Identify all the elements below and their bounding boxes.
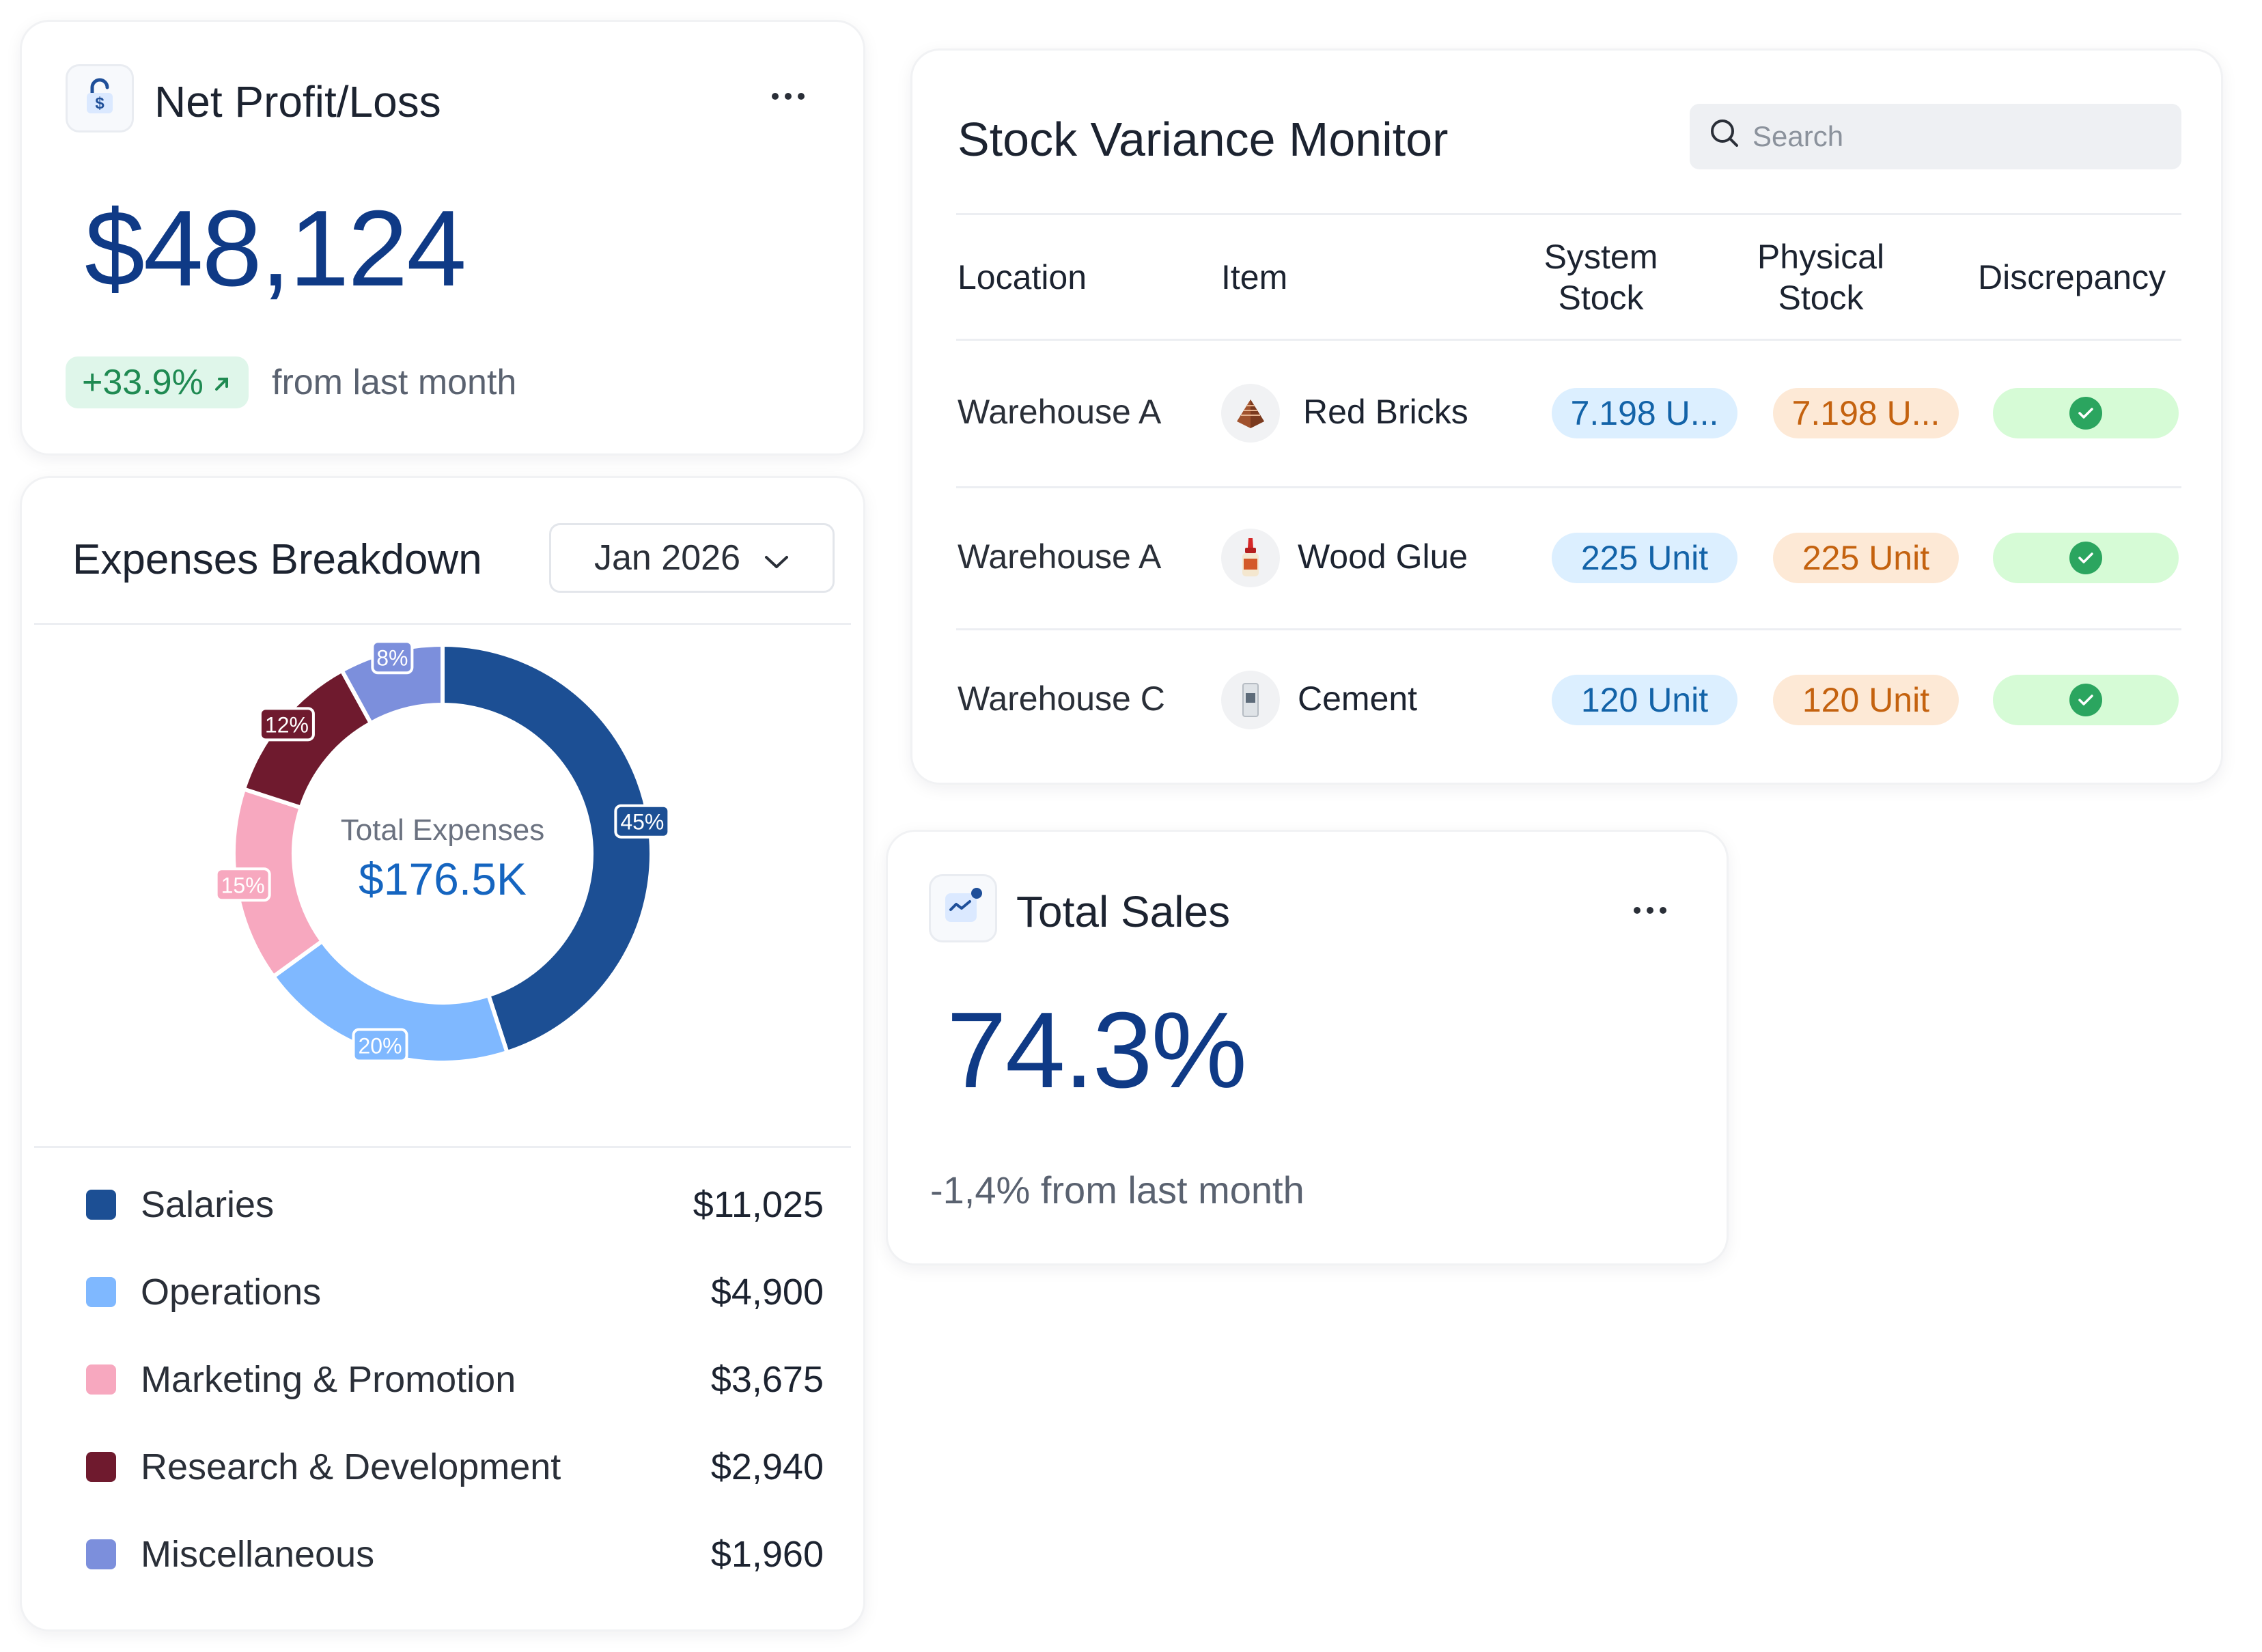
system-stock-pill: 7.198 U... [1552, 388, 1737, 438]
chevron-down-icon [764, 537, 790, 578]
cell-location: Warehouse A [958, 393, 1162, 431]
system-stock-pill: 120 Unit [1552, 675, 1737, 725]
header-line: Physical [1757, 238, 1885, 276]
physical-stock-pill: 7.198 U... [1773, 388, 1959, 438]
legend-swatch [86, 1277, 116, 1307]
net-profit-title: Net Profit/Loss [154, 77, 441, 126]
slice-percent-label: 15% [214, 867, 271, 902]
search-placeholder: Search [1753, 120, 1844, 152]
column-header-physical-stock: Physical Stock [1725, 236, 1916, 318]
total-sales-card: Total Sales 74.3% -1,4% from last month [888, 832, 1727, 1263]
change-caption: from last month [272, 363, 517, 402]
physical-stock-pill: 120 Unit [1773, 675, 1959, 725]
expenses-title: Expenses Breakdown [72, 536, 482, 583]
arrow-up-right-icon [212, 362, 232, 403]
dollar-lock-icon: $ [84, 78, 115, 120]
more-options-icon[interactable] [1625, 899, 1675, 922]
legend-label: Research & Development [141, 1446, 561, 1487]
legend-item-research: Research & Development $2,940 [86, 1440, 824, 1494]
donut-slice-miscellaneous[interactable] [339, 642, 445, 727]
total-sales-change: -1,4% from last month [930, 1168, 1304, 1212]
more-options-icon[interactable] [764, 85, 813, 108]
legend-item-marketing: Marketing & Promotion $3,675 [86, 1352, 824, 1407]
header-line: System [1544, 238, 1658, 276]
check-circle-icon [2069, 542, 2102, 574]
month-value: Jan 2026 [594, 538, 740, 578]
legend-swatch [86, 1452, 116, 1482]
legend-item-miscellaneous: Miscellaneous $1,960 [86, 1527, 824, 1582]
table-header-divider [956, 339, 2181, 341]
cell-item: Wood Glue [1298, 537, 1468, 576]
legend-value: $3,675 [710, 1359, 824, 1400]
trend-chart-icon [942, 886, 983, 931]
legend-item-operations: Operations $4,900 [86, 1265, 824, 1319]
legend-value: $4,900 [710, 1272, 824, 1313]
stock-title: Stock Variance Monitor [958, 113, 1449, 166]
svg-text:12%: 12% [265, 712, 309, 737]
legend-swatch [86, 1364, 116, 1395]
row-divider [956, 486, 2181, 488]
legend-value: $11,025 [693, 1184, 824, 1225]
cell-item: Cement [1298, 680, 1418, 718]
table-top-divider [956, 213, 2181, 215]
net-profit-card: $ Net Profit/Loss $48,124 +33.9% from la… [22, 22, 863, 453]
expenses-donut-chart: 45% 20% 15% 12% 8% Total Expenses $176.5K [22, 628, 863, 1120]
net-profit-value: $48,124 [85, 188, 466, 309]
slice-percent-label: 45% [614, 804, 671, 839]
slice-percent-label: 20% [352, 1028, 408, 1063]
glue-bottle-icon [1221, 529, 1280, 587]
search-input[interactable]: Search [1690, 104, 2181, 169]
total-sales-title: Total Sales [1016, 887, 1231, 936]
total-sales-value: 74.3% [947, 990, 1247, 1110]
net-profit-icon-box: $ [66, 64, 134, 132]
slice-percent-label: 12% [258, 707, 315, 742]
physical-stock-pill: 225 Unit [1773, 533, 1959, 583]
search-icon [1709, 117, 1740, 156]
svg-text:$: $ [95, 94, 104, 113]
cell-location: Warehouse A [958, 537, 1162, 576]
legend-swatch [86, 1190, 116, 1220]
check-circle-icon [2069, 397, 2102, 430]
column-header-discrepancy: Discrepancy [1978, 258, 2166, 296]
svg-text:15%: 15% [221, 873, 265, 897]
expenses-card: Expenses Breakdown Jan 2026 45% 20% 15% 12%… [22, 478, 863, 1629]
legend-item-salaries: Salaries $11,025 [86, 1177, 824, 1232]
discrepancy-status [1993, 533, 2179, 583]
cell-location: Warehouse C [958, 680, 1165, 718]
cement-bag-icon [1221, 671, 1280, 729]
svg-text:20%: 20% [359, 1034, 402, 1059]
change-value: +33.9% [82, 363, 204, 402]
donut-slice-salaries[interactable] [441, 642, 654, 1055]
legend-divider [34, 1146, 851, 1148]
legend-label: Salaries [141, 1184, 275, 1225]
discrepancy-status [1993, 675, 2179, 725]
discrepancy-status [1993, 388, 2179, 438]
month-select[interactable]: Jan 2026 [549, 523, 835, 593]
column-header-item: Item [1221, 258, 1288, 296]
bricks-icon [1221, 384, 1280, 443]
legend-label: Marketing & Promotion [141, 1359, 516, 1400]
column-header-location: Location [958, 258, 1087, 296]
slice-percent-label: 8% [371, 640, 414, 675]
donut-center-label: Total Expenses [341, 813, 544, 847]
column-header-system-stock: System Stock [1505, 236, 1696, 318]
svg-text:8%: 8% [376, 645, 408, 670]
donut-center-value: $176.5K [359, 854, 527, 904]
legend-value: $2,940 [710, 1446, 824, 1487]
legend-swatch [86, 1539, 116, 1569]
system-stock-pill: 225 Unit [1552, 533, 1737, 583]
header-line: Stock [1558, 279, 1644, 317]
total-sales-icon-box [929, 874, 997, 942]
svg-text:45%: 45% [620, 810, 664, 835]
header-divider [34, 623, 851, 625]
row-divider [956, 628, 2181, 630]
cell-item: Red Bricks [1303, 393, 1468, 431]
header-line: Stock [1778, 279, 1864, 317]
change-badge: +33.9% [66, 356, 249, 408]
legend-label: Operations [141, 1272, 322, 1313]
check-circle-icon [2069, 684, 2102, 716]
legend-value: $1,960 [710, 1534, 824, 1575]
legend-label: Miscellaneous [141, 1534, 375, 1575]
stock-variance-card: Stock Variance Monitor Search Location I… [912, 51, 2221, 783]
